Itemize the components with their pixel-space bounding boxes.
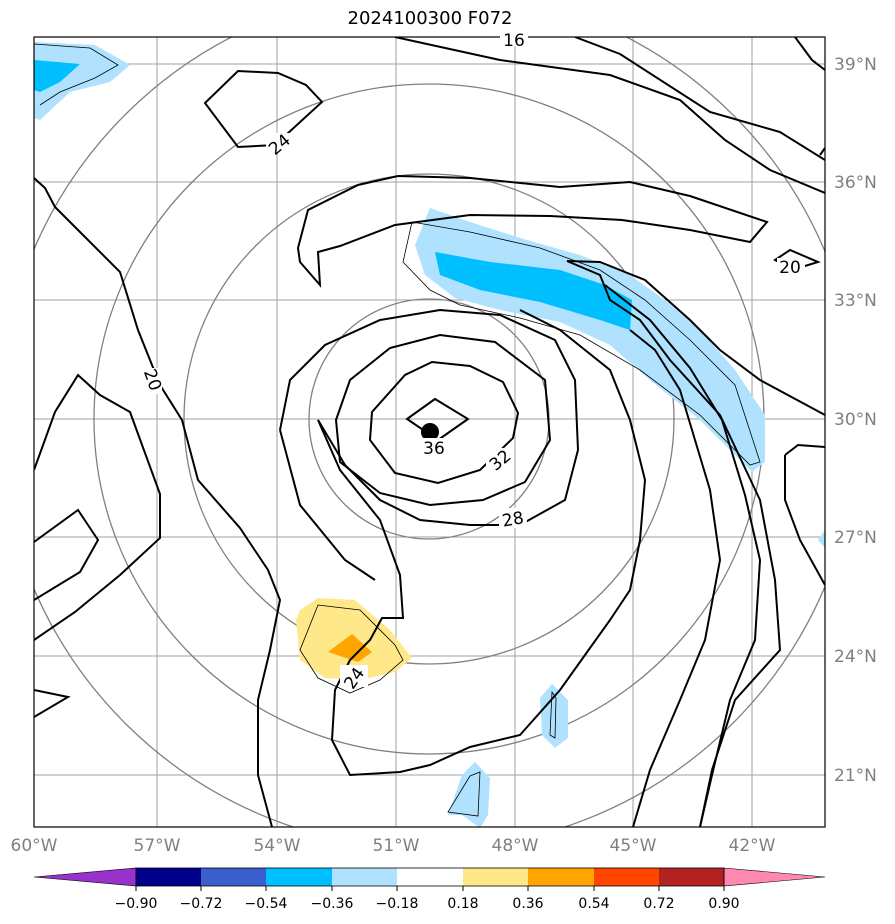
colorbar-tick-label: −0.90 xyxy=(115,896,158,912)
colorbar-segment xyxy=(594,868,659,886)
colorbar-extend-left xyxy=(33,867,137,887)
colorbar-tick-label: 0.54 xyxy=(578,896,609,912)
longitude-labels: 60°W 57°W 54°W 51°W 48°W 45°W 42°W xyxy=(11,836,776,856)
lon-label: 57°W xyxy=(134,836,181,856)
lat-label: 24°N xyxy=(834,647,877,667)
lat-label: 21°N xyxy=(834,766,877,786)
lat-label: 33°N xyxy=(834,291,877,311)
colorbar-tick-label: 0.18 xyxy=(447,896,478,912)
lon-label: 48°W xyxy=(492,836,539,856)
lat-label: 39°N xyxy=(834,55,877,75)
shaded-field-positive xyxy=(296,598,412,680)
contour-label: 28 xyxy=(501,508,526,531)
colorbar-tick-label: 0.36 xyxy=(512,896,543,912)
lon-label: 42°W xyxy=(729,836,776,856)
latitude-labels: 39°N 36°N 33°N 30°N 27°N 24°N 21°N xyxy=(834,55,877,786)
contour-label: 36 xyxy=(423,439,445,459)
colorbar-segment xyxy=(136,868,201,886)
gridlines xyxy=(34,37,825,827)
colorbar-segment xyxy=(463,868,528,886)
lon-label: 54°W xyxy=(254,836,301,856)
lat-label: 30°N xyxy=(834,410,877,430)
shade-outlines xyxy=(34,43,761,817)
colorbar-segment xyxy=(332,868,397,886)
colorbar-tick-label: 0.72 xyxy=(643,896,674,912)
colorbar-segment xyxy=(528,868,594,886)
map-title: 2024100300 F072 xyxy=(347,8,513,29)
lat-label: 27°N xyxy=(834,528,877,548)
colorbar-segment xyxy=(659,868,724,886)
contour-labels: 16 24 20 20 36 32 28 24 xyxy=(139,28,805,693)
colorbar: −0.90 −0.72 −0.54 −0.36 −0.18 0.18 0.36 … xyxy=(33,867,826,912)
storm-center-marker xyxy=(421,423,439,441)
colorbar-segment xyxy=(201,868,266,886)
colorbar-extend-right xyxy=(723,867,826,887)
thick-contours xyxy=(34,37,825,827)
colorbar-tick-label: −0.36 xyxy=(311,896,354,912)
colorbar-tick-label: 0.90 xyxy=(708,896,739,912)
colorbar-tick-label: −0.54 xyxy=(245,896,288,912)
lon-label: 45°W xyxy=(610,836,657,856)
colorbar-tick-label: −0.72 xyxy=(180,896,223,912)
contour-label: 20 xyxy=(779,258,801,278)
colorbar-tick-label: −0.18 xyxy=(376,896,419,912)
colorbar-segment xyxy=(266,868,332,886)
map-area xyxy=(34,37,825,827)
lat-label: 36°N xyxy=(834,173,877,193)
lon-label: 60°W xyxy=(11,836,58,856)
contour-label: 16 xyxy=(503,31,525,51)
lon-label: 51°W xyxy=(373,836,420,856)
map-frame xyxy=(33,36,826,828)
colorbar-frame xyxy=(135,867,725,887)
colorbar-segment xyxy=(397,868,463,886)
